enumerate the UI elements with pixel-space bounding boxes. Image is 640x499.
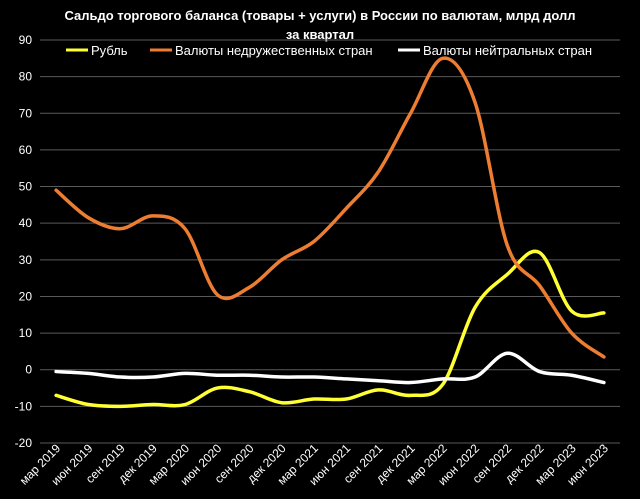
y-tick-label-80: 80 <box>19 70 33 84</box>
y-tick-label-60: 60 <box>19 143 33 157</box>
gridlines <box>40 39 620 444</box>
legend-label-neutral: Валюты нейтральных стран <box>423 43 592 58</box>
y-tick-label-10: 10 <box>19 326 33 340</box>
y-tick-label-90: 90 <box>19 33 33 47</box>
series-lines <box>54 56 606 409</box>
chart-title-line-1: Сальдо торгового баланса (товары + услуг… <box>64 8 575 23</box>
series-line-neutral-currencies <box>54 351 606 385</box>
chart-title: Сальдо торгового баланса (товары + услуг… <box>64 8 575 42</box>
series-line-ruble <box>54 249 606 409</box>
y-tick-label-30: 30 <box>19 253 33 267</box>
legend: Рубль Валюты недружественных стран Валют… <box>66 43 592 58</box>
y-tick-label-50: 50 <box>19 180 33 194</box>
y-tick-label-20: 20 <box>19 289 33 303</box>
y-axis: -20 -10 0 10 20 30 40 50 60 70 80 90 <box>15 33 33 450</box>
series-line-unfriendly-currencies <box>54 56 606 359</box>
legend-label-ruble: Рубль <box>91 43 128 58</box>
legend-item-neutral: Валюты нейтральных стран <box>398 43 592 58</box>
y-tick-label-0: 0 <box>25 363 32 377</box>
y-tick-label-40: 40 <box>19 216 33 230</box>
y-tick-label-70: 70 <box>19 106 33 120</box>
y-tick-label--20: -20 <box>15 436 33 450</box>
legend-item-unfriendly: Валюты недружественных стран <box>150 43 373 58</box>
y-tick-label--10: -10 <box>15 399 33 413</box>
legend-label-unfriendly: Валюты недружественных стран <box>175 43 373 58</box>
chart-title-line-2: за квартал <box>286 27 354 42</box>
legend-item-ruble: Рубль <box>66 43 128 58</box>
